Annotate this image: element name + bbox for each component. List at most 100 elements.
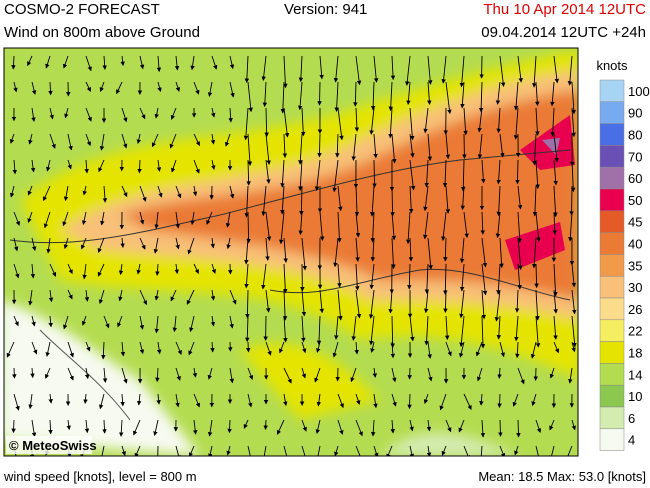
wind-arrow <box>263 419 268 430</box>
wind-arrow <box>175 81 181 92</box>
legend-swatch <box>599 210 625 233</box>
wind-arrow <box>549 419 555 431</box>
wind-arrow <box>283 107 290 138</box>
wind-arrow <box>226 237 231 250</box>
wind-arrow <box>532 133 537 166</box>
wind-arrow <box>98 393 105 410</box>
wind-arrow <box>211 263 216 274</box>
wind-arrow <box>261 263 267 290</box>
wind-arrow <box>499 55 506 88</box>
wind-arrow <box>459 263 465 292</box>
wind-arrow <box>301 289 307 317</box>
wind-arrow <box>85 341 91 352</box>
wind-arrow <box>136 263 141 275</box>
wind-arrow <box>139 185 147 202</box>
wind-arrow <box>314 159 321 191</box>
wind-arrow <box>13 263 20 279</box>
wind-arrow <box>246 159 251 186</box>
wind-arrow <box>316 341 321 353</box>
wind-arrow <box>118 419 124 437</box>
wind-arrow <box>85 55 92 72</box>
wind-arrow <box>373 55 379 83</box>
wind-arrow <box>441 211 447 242</box>
wind-arrow <box>355 211 361 238</box>
wind-arrow <box>49 263 57 277</box>
wind-arrow <box>351 315 357 341</box>
wind-arrow <box>445 81 452 115</box>
wind-arrow <box>337 393 344 409</box>
wind-arrow <box>265 159 271 184</box>
wind-arrow <box>388 289 393 314</box>
wind-arrow <box>211 55 218 70</box>
wind-arrow <box>534 263 539 289</box>
wind-arrow <box>390 185 395 217</box>
wind-arrow <box>445 133 451 160</box>
wind-arrow <box>193 263 199 274</box>
wind-arrow <box>175 211 180 229</box>
wind-arrow <box>262 81 268 108</box>
wind-arrow <box>350 367 357 383</box>
wind-arrow <box>283 263 288 294</box>
wind-arrow <box>517 211 522 243</box>
legend-label: 50 <box>628 193 642 208</box>
legend-label: 70 <box>628 149 642 164</box>
wind-arrow <box>553 341 560 354</box>
legend-swatch <box>599 166 625 190</box>
wind-arrow <box>210 289 216 301</box>
legend-label: 100 <box>628 84 650 99</box>
wind-arrow <box>570 159 576 193</box>
wind-arrow <box>553 289 558 314</box>
wind-arrow <box>81 315 87 326</box>
wind-arrow <box>517 367 525 385</box>
wind-arrow <box>85 107 92 122</box>
wind-arrow <box>11 55 16 70</box>
wind-arrow <box>154 289 160 301</box>
wind-arrow <box>461 159 466 192</box>
lake-outline <box>39 329 131 421</box>
wind-arrow <box>120 341 126 357</box>
wind-arrow <box>13 211 20 226</box>
wind-arrow <box>102 55 107 70</box>
wind-arrow <box>243 419 249 429</box>
wind-arrow <box>314 367 321 383</box>
wind-arrow <box>530 341 537 359</box>
wind-arrow <box>337 211 342 243</box>
map <box>4 48 578 456</box>
wind-arrow <box>427 367 433 382</box>
wind-arrow <box>445 341 452 357</box>
wind-arrow <box>174 55 180 71</box>
wind-arrow <box>423 107 429 134</box>
wind-arrow <box>497 393 502 409</box>
wind-arrow <box>229 55 235 70</box>
wind-arrow <box>13 81 18 93</box>
wind-arrow <box>513 107 519 140</box>
wind-arrow <box>229 185 235 199</box>
wind-arrow <box>44 367 51 379</box>
wind-arrow <box>245 289 250 319</box>
wind-arrow <box>243 107 249 141</box>
wind-arrow <box>48 393 53 404</box>
wind-arrow <box>265 341 272 356</box>
wind-arrow <box>261 55 267 81</box>
legend-label: 18 <box>628 346 642 361</box>
legend-label: 45 <box>628 215 642 230</box>
wind-arrow <box>355 393 361 405</box>
wind-arrow <box>535 211 541 242</box>
wind-arrow <box>282 133 288 159</box>
wind-arrow <box>30 159 36 173</box>
wind-arrow <box>246 211 251 244</box>
wind-arrow <box>139 315 145 330</box>
wind-arrow <box>247 133 253 166</box>
legend-swatch <box>599 297 625 321</box>
title: COSMO-2 FORECAST <box>4 1 160 18</box>
wind-arrow <box>175 185 182 199</box>
wind-arrow <box>13 393 20 411</box>
wind-arrow <box>334 81 339 112</box>
wind-arrow <box>207 367 213 380</box>
wind-arrow <box>229 289 237 305</box>
wind-arrow <box>171 159 177 173</box>
wind-arrow <box>334 445 339 456</box>
wind-arrow <box>207 81 213 97</box>
wind-arrow <box>388 81 393 112</box>
wind-arrow <box>337 185 343 212</box>
